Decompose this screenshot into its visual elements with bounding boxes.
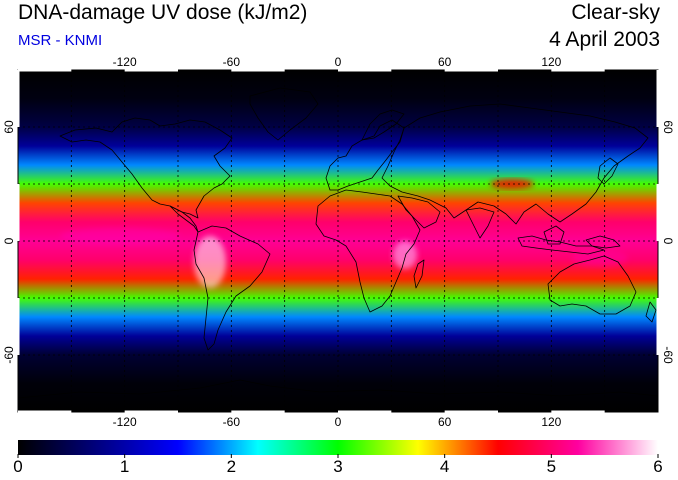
australia-coastline — [547, 255, 637, 315]
madagascar-coastline — [413, 259, 425, 289]
top-lon-tick-label: -120 — [112, 55, 137, 69]
asia-coastline — [381, 103, 649, 225]
sky-condition-label: Clear-sky — [571, 1, 660, 24]
scandinavia-coastline — [361, 109, 405, 141]
colorbar — [18, 440, 658, 455]
colorbar-label: 5 — [546, 457, 557, 476]
south-america-coastline — [193, 225, 271, 351]
bottom-lon-tick-label: 0 — [334, 415, 342, 429]
greenland-coastline — [249, 87, 319, 141]
andes-high-dose — [194, 236, 226, 288]
north-america-coastline — [59, 117, 233, 219]
top-lon-tick-label: 60 — [437, 55, 452, 69]
colorbar-label: 1 — [119, 457, 130, 476]
bottom-lon-tick-label: -60 — [222, 415, 240, 429]
tibet-high-dose — [490, 179, 534, 189]
map-title: DNA-damage UV dose (kJ/m2) — [18, 1, 308, 24]
colorbar-label: 3 — [333, 457, 343, 476]
japan-coastline — [597, 157, 619, 185]
bottom-lon-tick-label: 120 — [541, 415, 562, 429]
new-guinea-coastline — [585, 235, 621, 249]
top-lon-tick-label: -60 — [222, 55, 240, 69]
colorbar-label: 6 — [653, 457, 663, 476]
colorbar-label: 0 — [13, 457, 23, 476]
indonesia-coastline — [517, 235, 605, 255]
frame-segments — [16, 68, 660, 414]
africa-coastline — [315, 189, 421, 313]
bottom-lon-tick-label: 60 — [437, 415, 452, 429]
pacific-cloud-streak — [60, 228, 180, 244]
dose-variations — [60, 179, 628, 288]
new-zealand-coastline — [645, 301, 657, 323]
left-lat-tick-label: 0 — [2, 237, 16, 245]
arabia-coastline — [397, 195, 441, 229]
borneo-coastline — [543, 225, 565, 245]
left-lat-tick-label: -60 — [2, 346, 16, 364]
colorbar-label: 4 — [439, 457, 450, 476]
right-lat-tick-label: 60 — [661, 120, 675, 134]
europe-coastline — [325, 119, 405, 191]
bottom-lon-tick-label: -120 — [112, 415, 137, 429]
top-lon-tick-label: 0 — [334, 55, 342, 69]
left-lat-tick-label: 60 — [2, 120, 16, 134]
right-lat-tick-label: 0 — [661, 237, 675, 245]
colorbar-ticks — [17, 454, 659, 458]
graticule — [18, 70, 658, 412]
india-coastline — [465, 207, 495, 239]
right-lat-tick-label: -60 — [661, 346, 675, 364]
coastlines — [18, 87, 658, 399]
antarctica-coastline — [18, 379, 658, 399]
colorbar-label: 2 — [226, 457, 237, 476]
date-label: 4 April 2003 — [549, 28, 660, 51]
top-lon-tick-label: 120 — [541, 55, 562, 69]
source-label: MSR - KNMI — [18, 32, 103, 49]
